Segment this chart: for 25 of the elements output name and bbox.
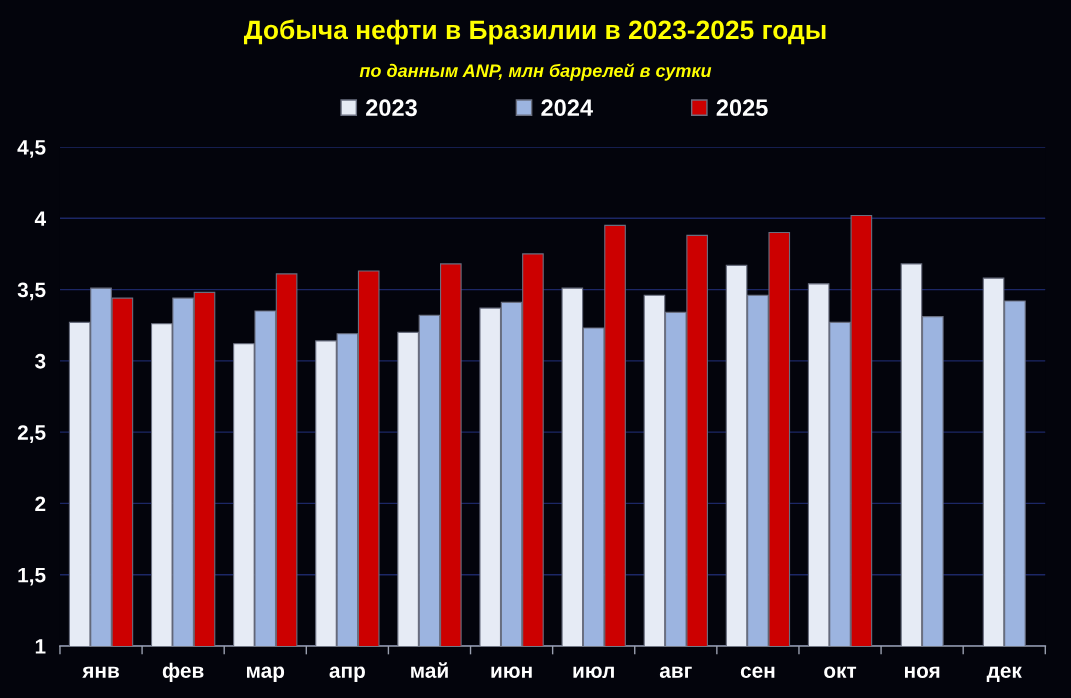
x-tick-label: июл (573, 666, 614, 678)
legend-label: 2024 (541, 99, 593, 117)
legend-label: 2023 (366, 99, 417, 117)
chart-subtitle: по данным ANP, млн баррелей в сутки (359, 63, 712, 81)
x-tick-label: фев (162, 662, 204, 683)
legend-label: 2025 (716, 99, 768, 117)
x-tick-label: ноя (905, 666, 940, 678)
x-tick-label: апр (329, 666, 365, 683)
y-tick-label: 4,5 (17, 140, 46, 158)
y-tick-label: 1,5 (18, 567, 46, 586)
x-tick-label: мар (246, 666, 285, 683)
x-tick-label: окт (824, 666, 857, 678)
x-tick-label: авг (659, 666, 692, 678)
y-tick-label: 4 (34, 211, 46, 226)
x-tick-label: май (411, 662, 448, 678)
x-tick-label: июн (491, 666, 532, 678)
y-tick-label: 3 (34, 353, 46, 369)
y-tick-label: 2 (35, 496, 46, 511)
y-tick-label: 3,5 (17, 282, 46, 301)
x-tick-label: сен (740, 666, 775, 678)
y-tick-label: 1 (35, 639, 46, 654)
x-tick-label: дек (986, 666, 1022, 682)
y-tick-label: 2,5 (17, 425, 46, 443)
chart-title: Добыча нефти в Бразилии в 2023-2025 годы (243, 19, 826, 45)
x-tick-label: янв (82, 666, 119, 678)
